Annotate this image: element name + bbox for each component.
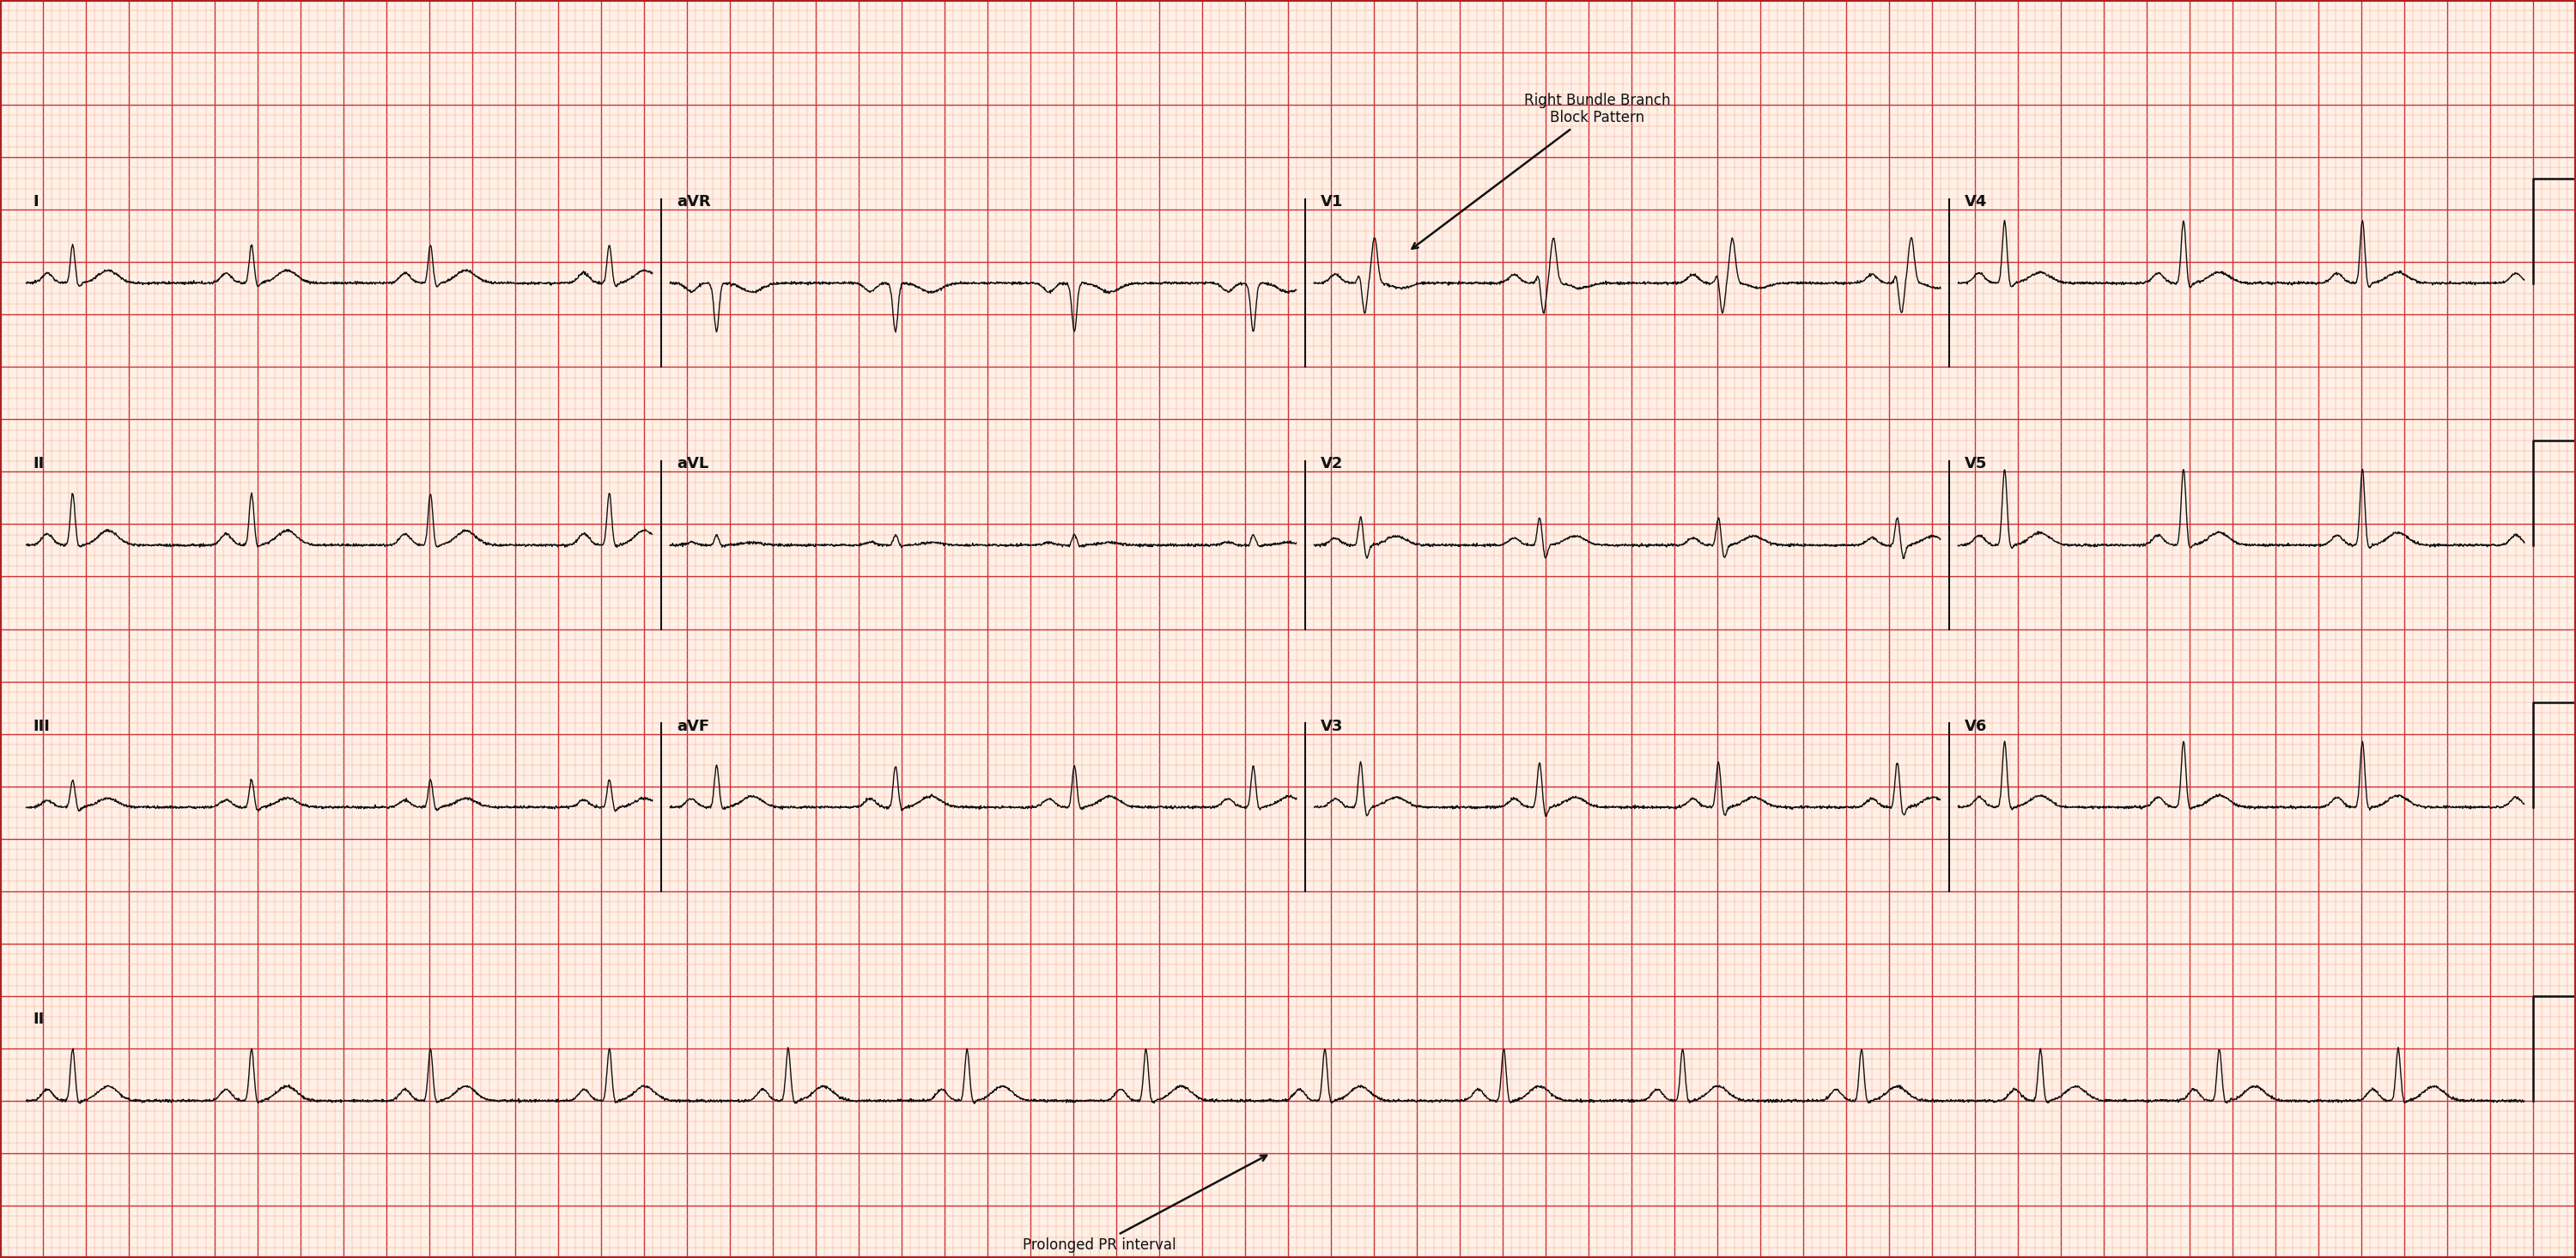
Text: III: III <box>33 718 49 733</box>
Text: Right Bundle Branch
Block Pattern: Right Bundle Branch Block Pattern <box>1412 93 1669 249</box>
Text: V1: V1 <box>1321 194 1342 210</box>
Text: aVL: aVL <box>677 457 708 472</box>
Text: V2: V2 <box>1321 457 1342 472</box>
Text: V3: V3 <box>1321 718 1342 733</box>
Text: aVR: aVR <box>677 194 711 210</box>
Text: V5: V5 <box>1965 457 1986 472</box>
Text: II: II <box>33 1011 44 1028</box>
Text: II: II <box>33 457 44 472</box>
Text: Prolonged PR interval: Prolonged PR interval <box>1023 1155 1267 1253</box>
Text: aVF: aVF <box>677 718 708 733</box>
Text: V6: V6 <box>1965 718 1986 733</box>
Text: I: I <box>33 194 39 210</box>
Text: V4: V4 <box>1965 194 1986 210</box>
